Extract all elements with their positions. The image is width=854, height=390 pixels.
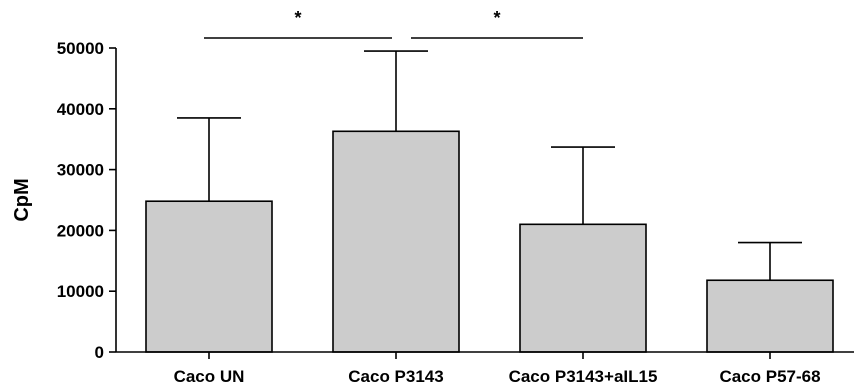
x-tick-label: Caco P3143+aIL15 (509, 367, 658, 386)
bar (145, 200, 273, 353)
y-tick-label: 30000 (57, 161, 104, 180)
bar (519, 223, 647, 353)
significance-marker: * (294, 8, 301, 28)
x-tick-label: Caco UN (174, 367, 245, 386)
bar (706, 279, 834, 353)
bar (332, 130, 460, 353)
y-tick-label: 40000 (57, 100, 104, 119)
y-tick-label: 50000 (57, 39, 104, 58)
x-tick-label: Caco P57-68 (719, 367, 820, 386)
y-tick-label: 10000 (57, 282, 104, 301)
y-tick-label: 0 (95, 343, 104, 362)
significance-marker: * (493, 8, 500, 28)
y-axis-title: CpM (11, 178, 33, 221)
x-tick-label: Caco P3143 (348, 367, 443, 386)
y-tick-label: 20000 (57, 221, 104, 240)
